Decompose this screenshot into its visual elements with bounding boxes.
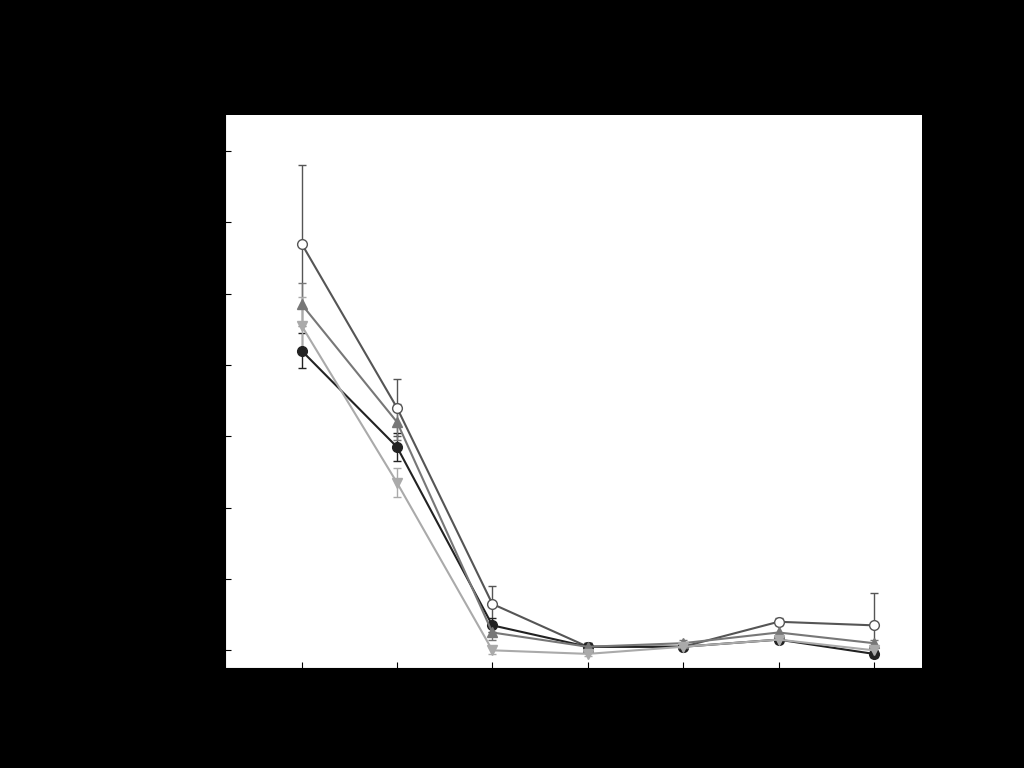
Y-axis label: $^3$H-leucine incorporation, % $\it{control}$: $^3$H-leucine incorporation, % $\it{cont… [154, 244, 177, 539]
Text: Kidney International 1998 54, 426-437DOI: (10.1046/j.1523-1755.1998.00015.x): Kidney International 1998 54, 426-437DOI… [154, 724, 605, 735]
X-axis label: SLT-1, log g/liter: SLT-1, log g/liter [502, 702, 645, 720]
Text: Figure 5: Figure 5 [473, 37, 551, 55]
Text: Copyright © 1998 International Society of Nephrology Terms and Conditions: Copyright © 1998 International Society o… [154, 747, 580, 758]
